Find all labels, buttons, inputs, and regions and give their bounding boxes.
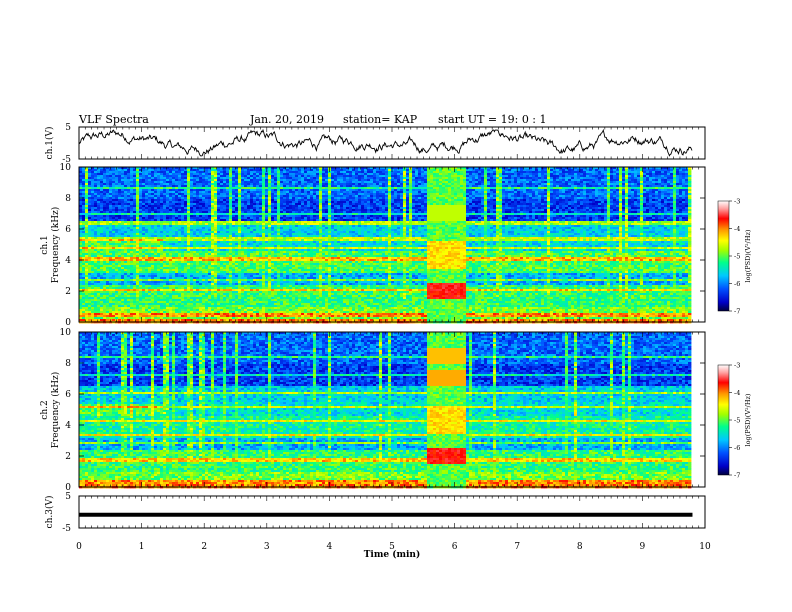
y-tick-label: 10 (60, 328, 72, 338)
y-tick-label: 8 (65, 194, 71, 204)
colorbar-tick-label: -3 (734, 362, 740, 370)
x-tick-label: 6 (452, 542, 458, 552)
ch1-waveform-line (79, 130, 692, 156)
x-tick-label: 0 (76, 542, 82, 552)
y-tick-label: 8 (65, 359, 71, 369)
ch2-frequency-axis-label: Frequency (kHz) (50, 372, 61, 449)
x-tick-label: 10 (699, 542, 711, 552)
ch2-colorbar-gradient (718, 365, 729, 475)
x-tick-label: 3 (264, 542, 270, 552)
ch1-ytick-top: 5 (65, 123, 71, 133)
y-tick-label: 6 (65, 390, 71, 400)
start-time-label: start UT = 19: 0 : 1 (438, 113, 547, 126)
ch2-colorbar-ticks: -3 -4 -5 -6 -7 (729, 362, 740, 480)
y-tick-label: 2 (65, 452, 71, 462)
colorbar-tick-label: -3 (734, 198, 740, 206)
ch2-colorbar-label: log(PSD)(V²/Hz) (744, 393, 752, 446)
station-label: station= KAP (343, 113, 418, 126)
ch2-spectrogram-image (79, 332, 691, 488)
colorbar-tick-label: -5 (734, 253, 740, 261)
y-tick-label: 4 (65, 256, 71, 266)
y-tick-label: 2 (65, 287, 71, 297)
ch2-colorbar: -3 -4 -5 -6 -7 log(PSD)(V²/Hz) (718, 362, 752, 480)
ch2-spectrogram-panel: ch.2 Frequency (kHz) (40, 332, 705, 488)
ch1-colorbar-label: log(PSD)(V²/Hz) (744, 229, 752, 282)
ch1-spectrogram-image (79, 167, 691, 323)
x-axis-label: Time (min) (364, 549, 421, 560)
ch3-waveform-panel: 5 -5 ch.3(V) (44, 492, 705, 534)
ch2-label: ch.2 (40, 400, 50, 419)
colorbar-tick-label: -7 (734, 308, 740, 316)
ch3-ytick-bottom: -5 (62, 524, 71, 534)
ch1-waveform-ylabel: ch.1(V) (44, 127, 55, 160)
ch1-frequency-axis-label: Frequency (kHz) (50, 207, 61, 284)
y-tick-label: 0 (65, 483, 71, 493)
ch3-ytick-top: 5 (65, 492, 71, 502)
colorbar-tick-label: -4 (734, 389, 740, 397)
x-tick-label: 7 (514, 542, 520, 552)
ch1-colorbar: -3 -4 -5 -6 -7 log(PSD)(V²/Hz) (718, 198, 752, 316)
x-tick-label: 1 (139, 542, 145, 552)
x-tick-label: 8 (577, 542, 583, 552)
colorbar-tick-label: -4 (734, 225, 740, 233)
colorbar-tick-label: -5 (734, 417, 740, 425)
ch3-waveform-ylabel: ch.3(V) (44, 496, 55, 529)
x-tick-label: 4 (327, 542, 333, 552)
ch1-spectrogram-panel: ch.1 Frequency (kHz) (40, 167, 705, 323)
x-tick-label: 9 (640, 542, 646, 552)
ch1-waveform-panel: 5 -5 ch.1(V) (44, 123, 705, 165)
y-tick-label: 10 (60, 163, 72, 173)
figure-title: VLF Spectra (78, 113, 149, 126)
colorbar-tick-label: -6 (734, 280, 740, 288)
colorbar-tick-label: -7 (734, 472, 740, 480)
y-tick-label: 6 (65, 225, 71, 235)
y-tick-label: 4 (65, 421, 71, 431)
y-tick-label: 0 (65, 318, 71, 328)
date-label: Jan. 20, 2019 (249, 113, 324, 126)
x-tick-label: 2 (201, 542, 207, 552)
ch1-colorbar-gradient (718, 201, 729, 311)
ch1-colorbar-ticks: -3 -4 -5 -6 -7 (729, 198, 740, 316)
colorbar-tick-label: -6 (734, 444, 740, 452)
ch1-label: ch.1 (40, 235, 50, 254)
